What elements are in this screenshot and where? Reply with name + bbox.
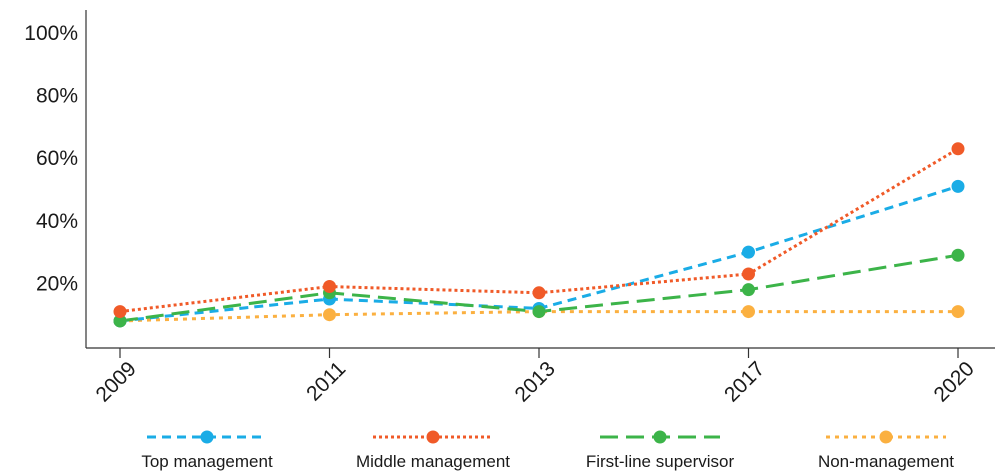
data-point-top-management <box>742 245 755 259</box>
y-tick-label: 100% <box>24 22 78 45</box>
legend-swatch-marker <box>879 430 893 444</box>
legend-label: Non-management <box>818 452 954 471</box>
legend-label: Top management <box>141 452 273 471</box>
data-point-non-management <box>951 305 965 319</box>
series-line-top-management <box>119 184 959 323</box>
legend-swatch-marker <box>653 430 667 444</box>
legend-item: First-line supervisor <box>586 430 735 471</box>
x-tick-label: 2013 <box>511 357 560 406</box>
legend-swatch-marker <box>426 430 440 444</box>
data-point-first-line-supervisor <box>532 305 546 319</box>
y-axis-ticks: 20% 40% 60% 80% 100% <box>24 22 78 295</box>
x-axis-ticks: 2009 2011 2013 2017 2020 <box>92 348 979 407</box>
y-tick-label: 40% <box>36 210 78 233</box>
legend-swatch-marker <box>200 430 214 444</box>
series-points <box>113 142 965 328</box>
data-point-middle-management <box>113 305 127 319</box>
data-point-non-management <box>323 308 336 322</box>
data-point-top-management <box>951 179 965 193</box>
y-tick-label: 20% <box>36 272 78 295</box>
x-tick-label: 2009 <box>92 357 141 406</box>
data-point-first-line-supervisor <box>951 248 965 262</box>
y-tick-label: 60% <box>36 147 78 170</box>
data-point-first-line-supervisor <box>742 283 755 297</box>
legend-label: Middle management <box>356 452 510 471</box>
legend-item: Top management <box>141 430 273 471</box>
legend-item: Non-management <box>818 430 954 471</box>
x-tick-label: 2020 <box>930 357 979 406</box>
legend: Top management Middle management First-lin… <box>141 430 954 471</box>
legend-label: First-line supervisor <box>586 452 735 471</box>
data-point-middle-management <box>951 142 965 156</box>
data-point-first-line-supervisor <box>113 314 127 328</box>
data-point-middle-management <box>532 286 546 300</box>
legend-item: Middle management <box>356 430 510 471</box>
x-tick-label: 2011 <box>302 357 350 405</box>
x-tick-label: 2017 <box>720 357 769 406</box>
y-tick-label: 80% <box>36 85 78 108</box>
data-point-non-management <box>742 305 755 319</box>
data-point-middle-management <box>323 280 336 294</box>
data-point-middle-management <box>742 267 755 281</box>
